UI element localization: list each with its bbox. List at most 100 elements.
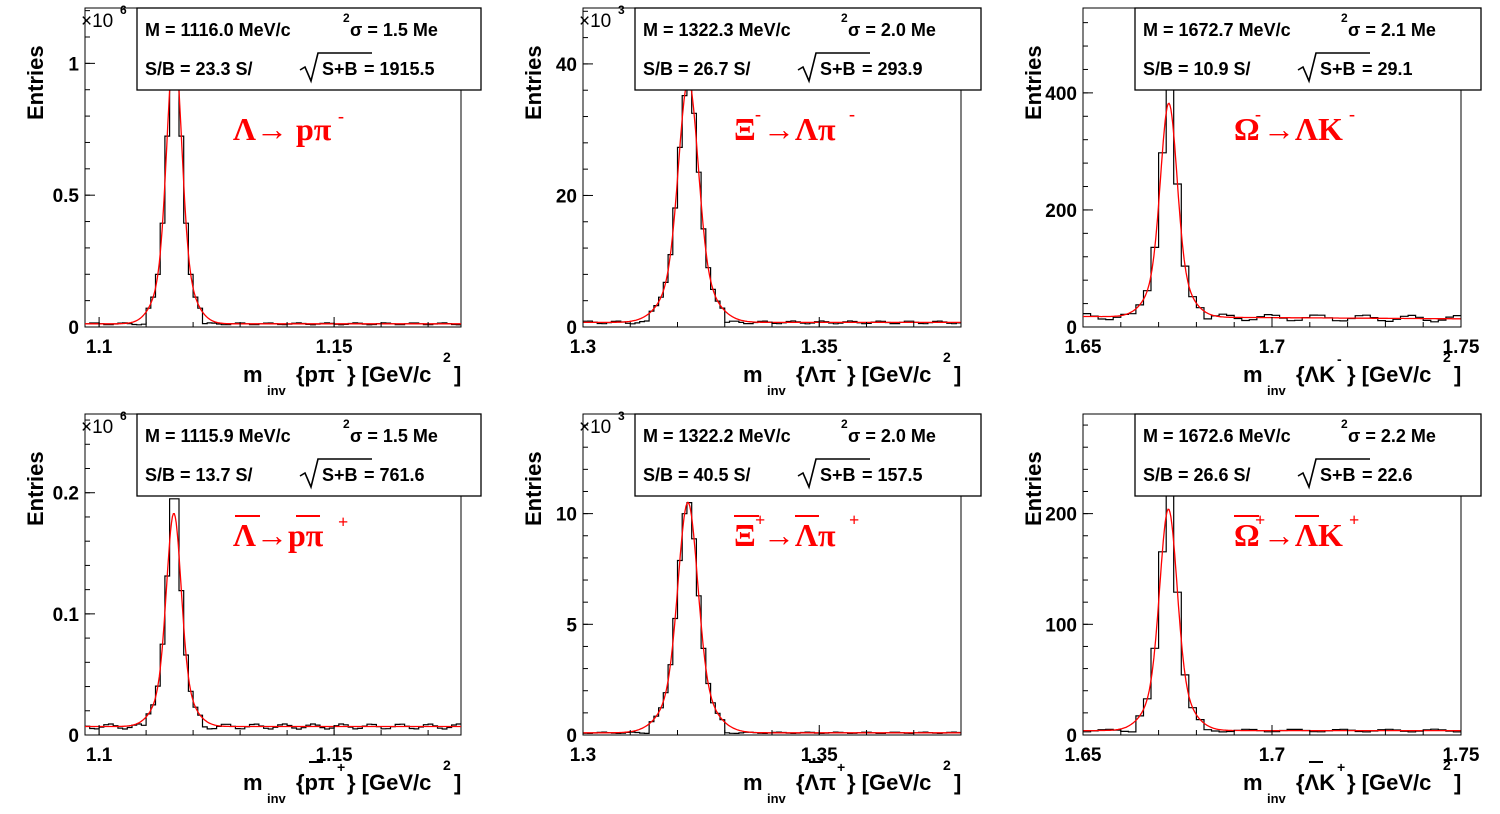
- decay-label: Λ→ pπ: [233, 111, 332, 147]
- stats-mass: M = 1672.6 MeV/c: [1143, 426, 1291, 446]
- stats-significance: = 157.5: [862, 465, 923, 485]
- sqrt-sign: [299, 52, 372, 84]
- stats-box: [1134, 7, 1482, 91]
- x-axis-title-unit: } [GeV/c: [847, 770, 931, 795]
- x-tick-label: 1.15: [316, 745, 353, 766]
- x-axis-title: m: [743, 362, 763, 387]
- x-axis-title-body: {ΛK: [1296, 770, 1335, 795]
- y-tick-label: 0: [68, 726, 79, 747]
- y-tick-label: 0.2: [53, 484, 79, 505]
- x-axis-title-close: ]: [954, 770, 961, 795]
- x-axis-title-subscript: inv: [767, 791, 787, 806]
- y-tick-label: 0: [68, 318, 79, 339]
- x-axis-title-unit: } [GeV/c: [347, 362, 431, 387]
- x-axis-title-superscript: -: [1337, 351, 1342, 367]
- x-axis-title-unit-superscript: 2: [443, 349, 451, 365]
- stats-significance: = 1915.5: [364, 59, 435, 79]
- y-axis-title: Entries: [23, 45, 48, 120]
- y-multiplier-exponent: 3: [618, 3, 625, 17]
- stats-sb: S/B = 26.7 S/: [643, 59, 751, 79]
- x-axis-title: m: [243, 362, 263, 387]
- y-axis-title: Entries: [1021, 451, 1046, 526]
- x-axis-title-unit-superscript: 2: [443, 757, 451, 773]
- x-tick-label: 1.3: [570, 337, 596, 358]
- histogram-series: [85, 498, 461, 730]
- x-axis-title-unit: } [GeV/c: [847, 362, 931, 387]
- x-axis-title-superscript: -: [837, 351, 842, 367]
- decay-label-products: →ΛK: [1263, 111, 1343, 147]
- decay-label-superscript: -: [338, 106, 344, 126]
- stats-mass: M = 1322.3 MeV/c: [643, 20, 791, 40]
- decay-label-mother-charge: -: [755, 104, 761, 124]
- y-tick-label: 1: [68, 54, 79, 75]
- decay-label-mother: Ω: [1234, 517, 1260, 553]
- decay-label-superscript: +: [338, 512, 348, 532]
- stats-sigma: σ = 2.2 Me: [1348, 426, 1436, 446]
- y-axis-title: Entries: [1021, 45, 1046, 120]
- x-axis-title-unit-superscript: 2: [943, 349, 951, 365]
- y-tick-label: 100: [1045, 615, 1077, 636]
- y-tick-label: 0: [566, 318, 577, 339]
- x-axis-title-superscript: +: [1337, 759, 1345, 775]
- stats-mass: M = 1672.7 MeV/c: [1143, 20, 1291, 40]
- x-tick-label: 1.1: [86, 745, 113, 766]
- stats-mass: M = 1115.9 MeV/c: [145, 426, 291, 446]
- x-tick-label: 1.15: [316, 337, 353, 358]
- x-tick-label: 1.1: [86, 337, 113, 358]
- x-axis-title: m: [743, 770, 763, 795]
- x-axis-title-close: ]: [1454, 770, 1461, 795]
- y-tick-label: 20: [556, 186, 577, 207]
- x-axis-title-body: {Λπ: [796, 770, 836, 795]
- x-axis-title-unit: } [GeV/c: [347, 770, 431, 795]
- decay-label-mother-charge: +: [1255, 510, 1265, 530]
- decay-label-mother-charge: -: [1255, 104, 1261, 124]
- x-axis-title-unit-superscript: 2: [1443, 349, 1451, 365]
- x-tick-label: 1.65: [1065, 337, 1102, 358]
- stats-sb: S/B = 23.3 S/: [145, 59, 253, 79]
- decay-label: Λ→pπ: [233, 517, 324, 553]
- stats-sb: S/B = 26.6 S/: [1143, 465, 1251, 485]
- x-tick-label: 1.3: [570, 745, 596, 766]
- x-tick-label: 1.7: [1259, 745, 1285, 766]
- stats-sqrt-body: S+B: [1320, 59, 1356, 79]
- x-axis-title-superscript: -: [337, 351, 342, 367]
- stats-sb: S/B = 10.9 S/: [1143, 59, 1251, 79]
- y-multiplier: ×10: [81, 417, 113, 438]
- y-axis-title: Entries: [23, 451, 48, 526]
- stats-sb: S/B = 13.7 S/: [145, 465, 253, 485]
- x-axis-title-unit: } [GeV/c: [1347, 770, 1431, 795]
- stats-mass: M = 1116.0 MeV/c: [145, 20, 291, 40]
- y-axis-title: Entries: [521, 45, 546, 120]
- stats-sqrt-body: S+B: [820, 59, 856, 79]
- x-axis-title-unit: } [GeV/c: [1347, 362, 1431, 387]
- y-axis-title: Entries: [521, 451, 546, 526]
- y-tick-label: 5: [566, 615, 577, 636]
- x-axis-title: m: [1243, 770, 1263, 795]
- sqrt-sign: [797, 52, 870, 84]
- x-axis-title: m: [1243, 362, 1263, 387]
- x-axis-title-subscript: inv: [267, 383, 287, 398]
- stats-significance: = 761.6: [364, 465, 425, 485]
- decay-label-products: →Λπ: [763, 517, 836, 553]
- y-tick-label: 200: [1045, 505, 1077, 526]
- x-axis-title-close: ]: [454, 362, 461, 387]
- x-axis-title-subscript: inv: [267, 791, 287, 806]
- stats-mass-superscript: 2: [1341, 11, 1348, 25]
- x-axis-title-body: {pπ: [296, 770, 335, 795]
- stats-mass-superscript: 2: [841, 417, 848, 431]
- y-tick-label: 0: [566, 726, 577, 747]
- x-tick-label: 1.75: [1443, 745, 1480, 766]
- x-axis-title-subscript: inv: [1267, 383, 1287, 398]
- decay-label-mother: Ξ: [734, 517, 756, 553]
- x-axis-title-subscript: inv: [767, 383, 787, 398]
- stats-sigma: σ = 2.0 Me: [848, 426, 936, 446]
- y-multiplier: ×10: [579, 417, 611, 438]
- stats-sigma: σ = 1.5 Me: [350, 426, 438, 446]
- x-tick-label: 1.35: [801, 745, 838, 766]
- sqrt-sign: [1297, 458, 1370, 490]
- y-multiplier-exponent: 6: [120, 3, 127, 17]
